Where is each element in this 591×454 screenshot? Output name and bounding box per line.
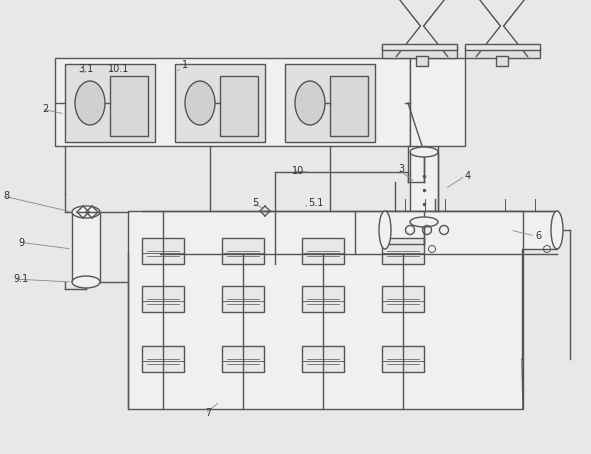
Bar	[142, 238, 184, 264]
Ellipse shape	[379, 211, 391, 249]
Bar	[496, 56, 508, 66]
Bar	[222, 238, 264, 264]
Bar	[416, 56, 428, 66]
Bar	[175, 64, 265, 142]
Bar	[128, 211, 523, 409]
Bar	[222, 346, 264, 372]
Bar	[65, 64, 155, 142]
Text: 2: 2	[42, 104, 48, 114]
Bar	[285, 64, 375, 142]
Bar	[465, 44, 540, 50]
Ellipse shape	[410, 217, 438, 227]
Text: 1: 1	[182, 60, 188, 70]
Ellipse shape	[295, 81, 325, 125]
Bar	[55, 58, 410, 146]
Bar	[302, 346, 344, 372]
Bar	[220, 76, 258, 136]
Bar	[382, 238, 424, 264]
Bar	[465, 48, 540, 58]
Bar	[330, 76, 368, 136]
Bar	[382, 346, 424, 372]
Bar	[142, 346, 184, 372]
Bar	[382, 48, 457, 58]
Text: 5.1: 5.1	[308, 198, 323, 208]
Bar	[302, 286, 344, 312]
Ellipse shape	[72, 276, 100, 288]
Text: 3.1: 3.1	[78, 64, 93, 74]
Text: 10.1: 10.1	[108, 64, 129, 74]
Bar	[222, 286, 264, 312]
Bar	[410, 58, 465, 146]
Ellipse shape	[185, 81, 215, 125]
Text: 7: 7	[205, 408, 211, 418]
Bar	[142, 286, 184, 312]
Text: 4: 4	[465, 171, 471, 181]
Text: 8: 8	[3, 191, 9, 201]
Bar	[72, 212, 100, 282]
Ellipse shape	[75, 81, 105, 125]
Text: 3: 3	[398, 164, 404, 174]
Text: 6: 6	[535, 231, 541, 241]
Text: 9.1: 9.1	[13, 274, 28, 284]
Ellipse shape	[551, 211, 563, 249]
Ellipse shape	[410, 147, 438, 157]
Text: 10: 10	[292, 166, 304, 176]
Text: 5: 5	[252, 198, 258, 208]
Bar	[382, 286, 424, 312]
Bar	[385, 211, 557, 249]
Bar	[302, 238, 344, 264]
Bar	[382, 44, 457, 50]
Bar	[410, 152, 438, 222]
Ellipse shape	[72, 206, 100, 218]
Text: 9: 9	[18, 238, 24, 248]
Bar	[110, 76, 148, 136]
